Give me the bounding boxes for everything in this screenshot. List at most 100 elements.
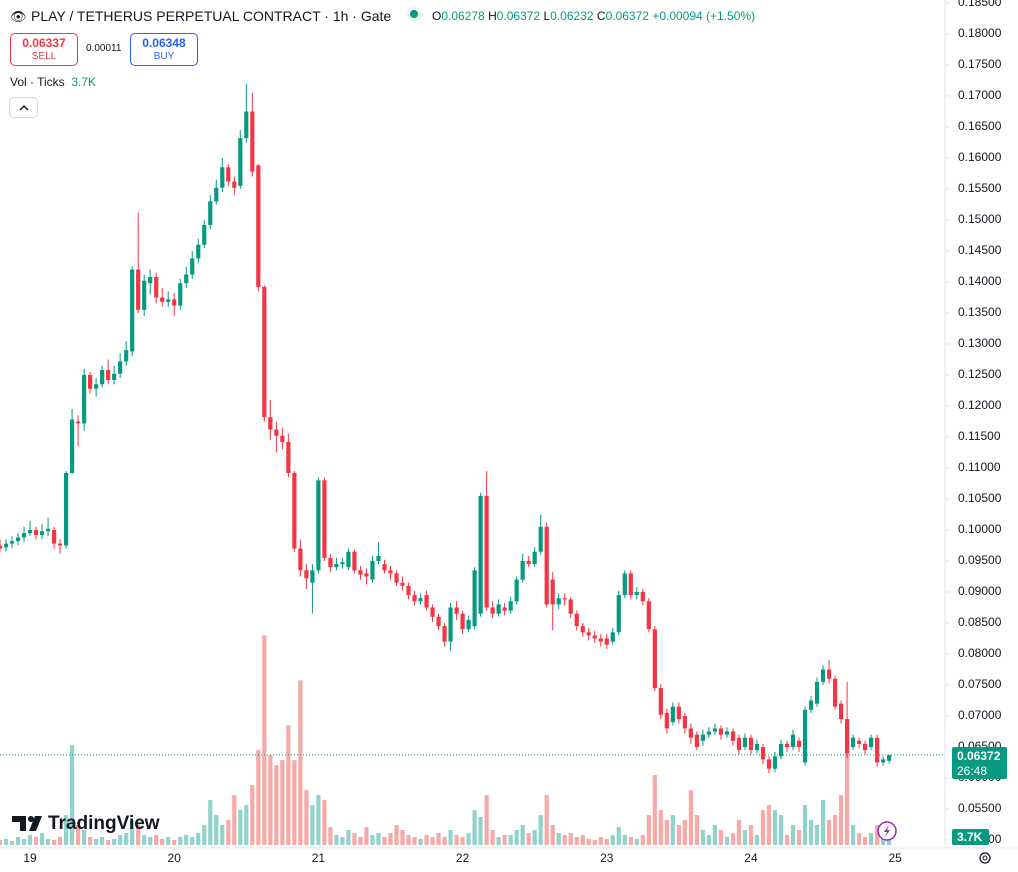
volume-bar: [196, 833, 201, 845]
volume-bar: [45, 838, 51, 845]
candle-body: [826, 669, 832, 679]
volume-bar: [406, 835, 411, 845]
candle-body: [226, 167, 231, 182]
y-tick-label: 0.09000: [958, 584, 1002, 598]
x-tick-label: 19: [23, 851, 37, 865]
candle-body: [112, 373, 117, 380]
settings-icon[interactable]: [979, 852, 991, 864]
volume-bar: [526, 833, 531, 845]
x-tick-label: 20: [168, 851, 182, 865]
candle-body: [106, 370, 111, 380]
volume-value: 3.7K: [71, 75, 97, 89]
sell-label: SELL: [31, 51, 57, 62]
candle-body: [412, 595, 417, 602]
volume-bar: [508, 835, 513, 845]
candle-body: [94, 384, 99, 389]
candle-body: [310, 570, 315, 583]
ohlc-label: L: [543, 9, 551, 23]
candle-body: [394, 573, 399, 583]
candle-body: [604, 638, 609, 645]
tradingview-logo: TradingView: [12, 813, 160, 834]
candle-body: [496, 604, 501, 614]
volume-bar: [370, 835, 375, 845]
volume-bar: [214, 815, 219, 845]
status-dot: [407, 7, 421, 21]
volume-bar: [628, 836, 633, 845]
volume-bar: [280, 760, 285, 845]
volume-bar: [250, 785, 255, 845]
volume-bar: [3, 838, 9, 845]
y-tick-label: 0.08500: [958, 615, 1002, 629]
y-tick-label: 0.14500: [958, 243, 1002, 257]
candle-body: [232, 181, 237, 188]
volume-bar: [358, 836, 363, 845]
volume-bar: [502, 835, 507, 845]
candle-body: [706, 731, 712, 735]
ohlc: O0.06278 H0.06372 L0.06232 C0.06372 +0.0…: [432, 9, 755, 23]
volume-bar: [760, 810, 766, 845]
volume-bar: [544, 795, 549, 845]
sell-price: 0.06337: [22, 36, 66, 50]
volume-bar: [268, 755, 273, 845]
volume-bar: [604, 838, 609, 845]
candle-body: [646, 601, 651, 630]
candle-body: [292, 472, 297, 549]
candle-body: [346, 551, 351, 568]
volume-bar: [676, 825, 681, 845]
ohlc-value: 0.06372: [605, 9, 649, 23]
sell-button[interactable]: 0.06337 SELL: [10, 33, 78, 66]
y-tick-label: 0.11000: [958, 460, 1001, 474]
volume-bar: [412, 836, 417, 845]
candle-body: [676, 706, 681, 720]
volume-bar: [262, 635, 267, 845]
candle-body: [15, 537, 21, 542]
candle-body: [340, 562, 345, 565]
candle-body: [142, 280, 147, 310]
candle-body: [640, 591, 645, 602]
volume-bar: [706, 835, 712, 845]
volume-bar: [862, 836, 868, 845]
candle-body: [274, 429, 279, 436]
candle-body: [130, 269, 135, 352]
lightning-icon[interactable]: [877, 821, 897, 841]
volume-bar: [736, 820, 742, 845]
candle-body: [862, 743, 868, 751]
last-price-badge: 0.06372 26:48: [952, 747, 1007, 779]
candle-body: [856, 740, 862, 744]
volume-bar: [664, 820, 669, 845]
candle-body: [796, 740, 802, 747]
candle-body: [478, 495, 483, 614]
candle-body: [436, 616, 441, 627]
ohlc-label: C: [596, 9, 606, 23]
candle-body: [472, 570, 477, 627]
volume-bar: [856, 833, 862, 845]
candle-body: [334, 564, 339, 568]
candle-body: [694, 734, 699, 747]
candle-body: [388, 570, 393, 574]
ohlc-label: O: [432, 9, 442, 23]
ohlc-value: 0.06372: [496, 9, 541, 23]
candle-body: [88, 374, 93, 389]
volume-bar: [586, 838, 591, 845]
volume-bar: [298, 680, 303, 845]
volume-bar: [454, 835, 459, 845]
volume-bar: [532, 830, 537, 845]
volume-bar: [881, 838, 886, 845]
y-tick-label: 0.10000: [958, 522, 1002, 536]
y-tick-label: 0.12500: [958, 367, 1002, 381]
volume-bar: [682, 820, 687, 845]
volume-bar: [484, 795, 489, 845]
candle-body: [268, 417, 273, 430]
buy-button[interactable]: 0.06348 BUY: [130, 33, 198, 66]
volume-bar: [304, 790, 309, 845]
volume-bar: [496, 836, 501, 845]
volume-bar: [520, 825, 525, 845]
volume-bar: [598, 836, 603, 845]
x-tick-label: 22: [456, 851, 470, 865]
volume-bar: [490, 830, 495, 845]
volume-bar: [334, 835, 339, 845]
volume-bar: [670, 815, 675, 845]
collapse-button[interactable]: [9, 97, 38, 118]
candle-body: [39, 531, 45, 535]
volume-bar: [574, 836, 579, 845]
